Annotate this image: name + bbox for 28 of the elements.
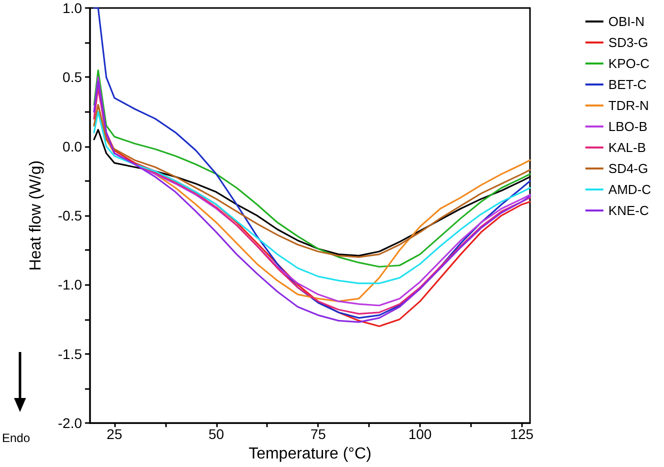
legend-label: TDR-N <box>608 98 649 113</box>
legend-label: KNE-C <box>608 203 649 218</box>
legend-label: BET-C <box>608 77 647 92</box>
y-axis-title: Heat flow (W/g) <box>28 160 44 271</box>
legend-label: AMD-C <box>608 182 652 197</box>
x-tick-label: 125 <box>510 426 534 442</box>
legend-label: LBO-B <box>608 119 648 134</box>
y-tick-label: 0.0 <box>62 138 82 154</box>
legend-label: KAL-B <box>608 140 646 155</box>
x-axis-title: Temperature (°C) <box>248 446 372 462</box>
line-series <box>93 69 531 268</box>
x-tick-label: 50 <box>208 426 224 442</box>
y-tick-label: -2.0 <box>58 415 82 432</box>
line-series <box>93 104 531 258</box>
x-tick-label: 75 <box>310 426 326 442</box>
y-tick-label: 0.5 <box>62 69 82 86</box>
x-tick-label: 100 <box>408 426 432 442</box>
legend-label: SD4-G <box>608 161 648 176</box>
legend-label: SD3-G <box>608 35 648 50</box>
y-tick-label: -0.5 <box>58 208 82 224</box>
y-tick-label: 1.0 <box>62 0 82 16</box>
y-tick-label: -1.5 <box>58 346 82 362</box>
line-series <box>93 7 531 319</box>
y-tick-label: -1.0 <box>58 276 82 293</box>
legend-label: OBI-N <box>608 14 645 29</box>
legend-label: KPO-C <box>608 56 650 71</box>
x-tick-label: 25 <box>106 426 122 442</box>
text: Endo <box>2 431 30 445</box>
